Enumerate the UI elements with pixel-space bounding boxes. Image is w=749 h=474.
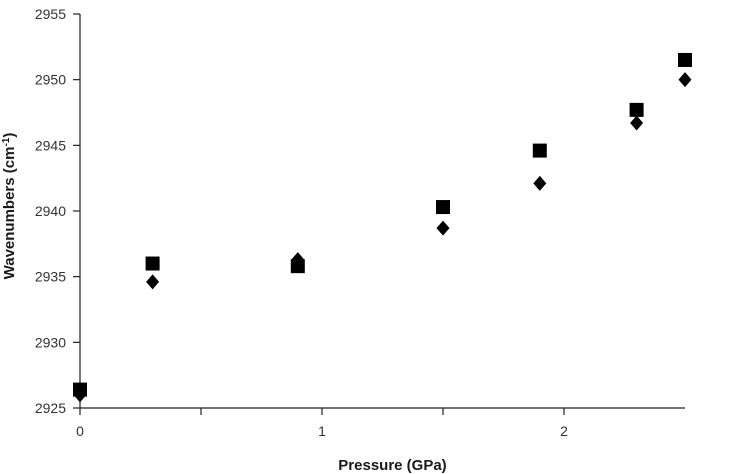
y-ticks: 2925 2930 2935 2940 2945 2950 2955 [35,6,80,416]
x-tick-label: 0 [76,423,84,439]
y-tick-label: 2930 [35,334,66,350]
square-marker [532,143,547,158]
axes [79,14,685,409]
x-tick-label: 1 [318,423,326,439]
square-marker [629,102,644,117]
diamond-marker [436,220,450,236]
y-tick-label: 2955 [35,6,66,22]
y-tick-label: 2945 [35,137,66,153]
diamond-marker [678,72,692,88]
y-tick-label: 2935 [35,269,66,285]
y-axis-title: Wavenumbers (cm-1) [1,133,19,280]
y-tick-label: 2940 [35,203,66,219]
diamond-marker [533,175,547,191]
diamond-marker [73,387,87,403]
square-marker [145,256,160,271]
x-axis-title: Pressure (GPa) [338,457,446,474]
diamond-marker [146,274,160,290]
x-tick-label: 2 [560,423,568,439]
square-marker [436,200,450,215]
diamond-marker [291,252,305,268]
y-axis-title-close: ) [1,133,18,138]
square-marker [678,52,692,67]
x-ticks: 0 1 2 [76,408,568,439]
y-axis-title-superscript: -1 [1,137,12,146]
data-points [73,52,692,403]
diamond-marker [630,115,644,131]
y-tick-label: 2925 [35,400,66,416]
y-axis-title-main: Wavenumbers (cm [1,147,18,280]
y-tick-label: 2950 [35,72,66,88]
